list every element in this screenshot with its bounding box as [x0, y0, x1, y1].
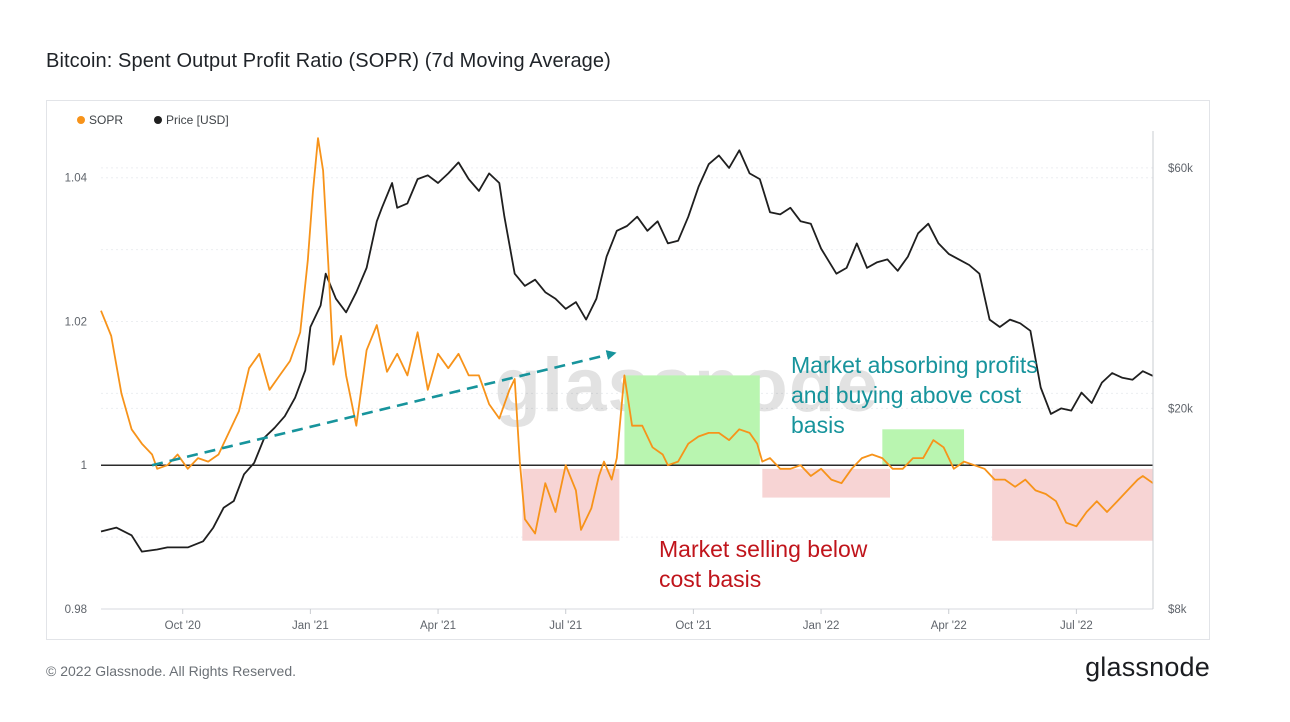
x-tick-label: Oct '21	[675, 620, 711, 632]
left-axis-ticks: 0.98 1 1.02 1.04	[65, 173, 88, 616]
annotation-profit: Market absorbing profits and buying abov…	[791, 352, 1038, 438]
x-tick-label: Jul '21	[549, 620, 582, 632]
annotation-profit-line-2: and buying above cost	[791, 382, 1022, 408]
annotation-loss-line-1: Market selling below	[659, 536, 868, 562]
x-tick-label: Jul '22	[1060, 620, 1093, 632]
x-tick-label: Apr '21	[420, 620, 456, 632]
legend-label-sopr: SOPR	[89, 113, 123, 127]
legend-label-price: Price [USD]	[166, 113, 229, 127]
copyright-notice: © 2022 Glassnode. All Rights Reserved.	[46, 663, 297, 679]
legend-swatch-price	[154, 116, 162, 124]
glassnode-logo[interactable]: glassnode	[1085, 652, 1210, 682]
left-tick-label: 0.98	[65, 604, 87, 616]
annotation-profit-line-1: Market absorbing profits	[791, 352, 1038, 378]
x-tick-label: Apr '22	[931, 620, 967, 632]
sopr-series-line	[100, 137, 1154, 535]
legend-item-sopr[interactable]: SOPR	[77, 113, 123, 127]
price-series-line	[100, 149, 1154, 553]
legend-swatch-sopr	[77, 116, 85, 124]
legend-item-price[interactable]: Price [USD]	[154, 113, 229, 127]
highlight-region-profit-absorption	[882, 429, 965, 466]
x-tick-label: Jan '22	[803, 620, 840, 632]
right-tick-label: $20k	[1168, 403, 1193, 415]
right-tick-label: $8k	[1168, 604, 1187, 616]
chart-title: Bitcoin: Spent Output Profit Ratio (SOPR…	[46, 50, 611, 72]
annotation-loss-line-2: cost basis	[659, 566, 761, 592]
chart-legend: SOPR Price [USD]	[77, 113, 229, 127]
x-axis-ticks: Oct '20 Jan '21 Apr '21 Jul '21 Oct '21 Jan '…	[165, 609, 1093, 632]
highlight-regions	[522, 375, 1153, 541]
trend-arrow	[151, 350, 617, 467]
right-tick-label: $60k	[1168, 163, 1193, 175]
x-tick-label: Oct '20	[165, 620, 201, 632]
x-tick-label: Jan '21	[292, 620, 329, 632]
highlight-region-loss-selling	[992, 468, 1153, 541]
highlight-region-profit-absorption	[624, 375, 760, 466]
annotation-loss: Market selling below cost basis	[659, 536, 868, 592]
left-tick-label: 1.02	[65, 316, 87, 328]
annotation-profit-line-3: basis	[791, 412, 845, 438]
left-tick-label: 1.04	[65, 173, 88, 185]
highlight-region-loss-selling	[522, 468, 620, 541]
left-tick-label: 1	[81, 460, 87, 472]
right-axis-ticks: $8k $20k $60k	[1168, 163, 1193, 616]
